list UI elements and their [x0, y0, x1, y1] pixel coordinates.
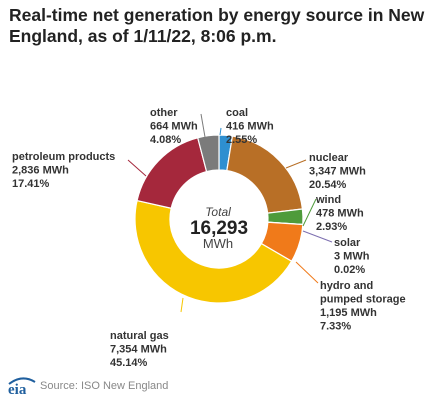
total-caption: Total — [205, 205, 231, 219]
slice-labels: coal 416 MWh 2.55% nuclear 3,347 MWh 20.54%wi… — [12, 107, 406, 369]
eia-logo-text: eia — [8, 382, 27, 397]
leader-other — [200, 113, 206, 138]
leader-solar — [302, 230, 333, 243]
leader-wind — [302, 198, 317, 227]
label-coal: coal 416 MWh 2.55% — [226, 107, 274, 146]
leader-nuclear — [285, 159, 307, 169]
leader-petroleum-products — [127, 159, 147, 177]
donut-slices — [134, 134, 304, 304]
leader-lines — [127, 113, 333, 313]
total-value: 16,293 — [190, 218, 248, 239]
label-natural-gas: natural gas 7,354 MWh 45.14% — [110, 330, 169, 369]
footer: eia Source: ISO New England — [6, 375, 306, 397]
label-hydro-and-pumped-storage: hydro and pumped storage 1,195 MWh 7.33% — [320, 280, 406, 333]
label-wind: wind 478 MWh 2.93% — [315, 194, 364, 233]
leader-coal — [219, 127, 222, 136]
chart-title: Real-time net generation by energy sourc… — [9, 5, 425, 46]
source-note: Source: ISO New England — [40, 380, 169, 392]
slice-petroleum-products — [136, 137, 208, 209]
label-petroleum-products: petroleum products 2,836 MWh 17.41% — [12, 151, 115, 190]
label-other: other 664 MWh 4.08% — [150, 107, 198, 146]
eia-logo: eia — [8, 377, 36, 397]
leader-natural-gas — [180, 297, 184, 313]
label-nuclear: nuclear 3,347 MWh 20.54% — [309, 152, 366, 191]
total-unit: MWh — [203, 236, 233, 251]
label-solar: solar 3 MWh 0.02% — [334, 237, 370, 276]
slice-natural-gas — [134, 199, 293, 304]
leader-hydro-and-pumped-storage — [295, 261, 319, 284]
slice-nuclear — [226, 135, 304, 214]
